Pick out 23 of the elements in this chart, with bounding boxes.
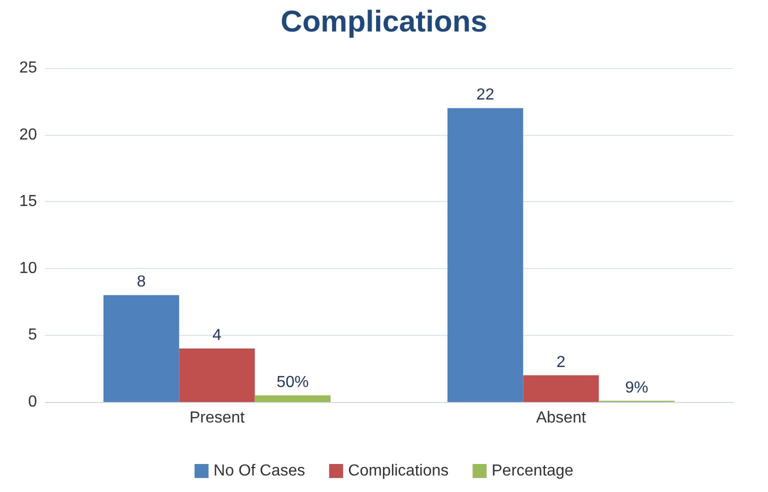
bar <box>179 348 255 402</box>
y-tick-label: 20 <box>19 126 38 144</box>
data-label: 50% <box>276 374 309 391</box>
y-tick-label: 25 <box>19 60 38 76</box>
y-tick-label: 15 <box>19 193 38 210</box>
x-tick-label: Absent <box>536 410 586 426</box>
y-tick-label: 10 <box>19 260 38 277</box>
legend-label: Percentage <box>492 462 574 480</box>
y-tick-label: 5 <box>28 326 38 344</box>
bar <box>447 108 524 402</box>
data-label: 9% <box>625 379 648 396</box>
y-tick-label: 0 <box>28 394 38 410</box>
data-label: 8 <box>136 274 146 291</box>
data-label: 4 <box>212 327 222 344</box>
legend-label: Complications <box>348 462 449 480</box>
data-label: 2 <box>556 354 566 371</box>
legend-label: No Of Cases <box>214 462 306 480</box>
data-label: 22 <box>476 86 494 104</box>
bar <box>103 295 180 402</box>
bar <box>523 375 599 402</box>
x-tick-label: Present <box>189 410 246 426</box>
bar <box>254 395 331 402</box>
chart-title: Complications <box>280 6 488 38</box>
